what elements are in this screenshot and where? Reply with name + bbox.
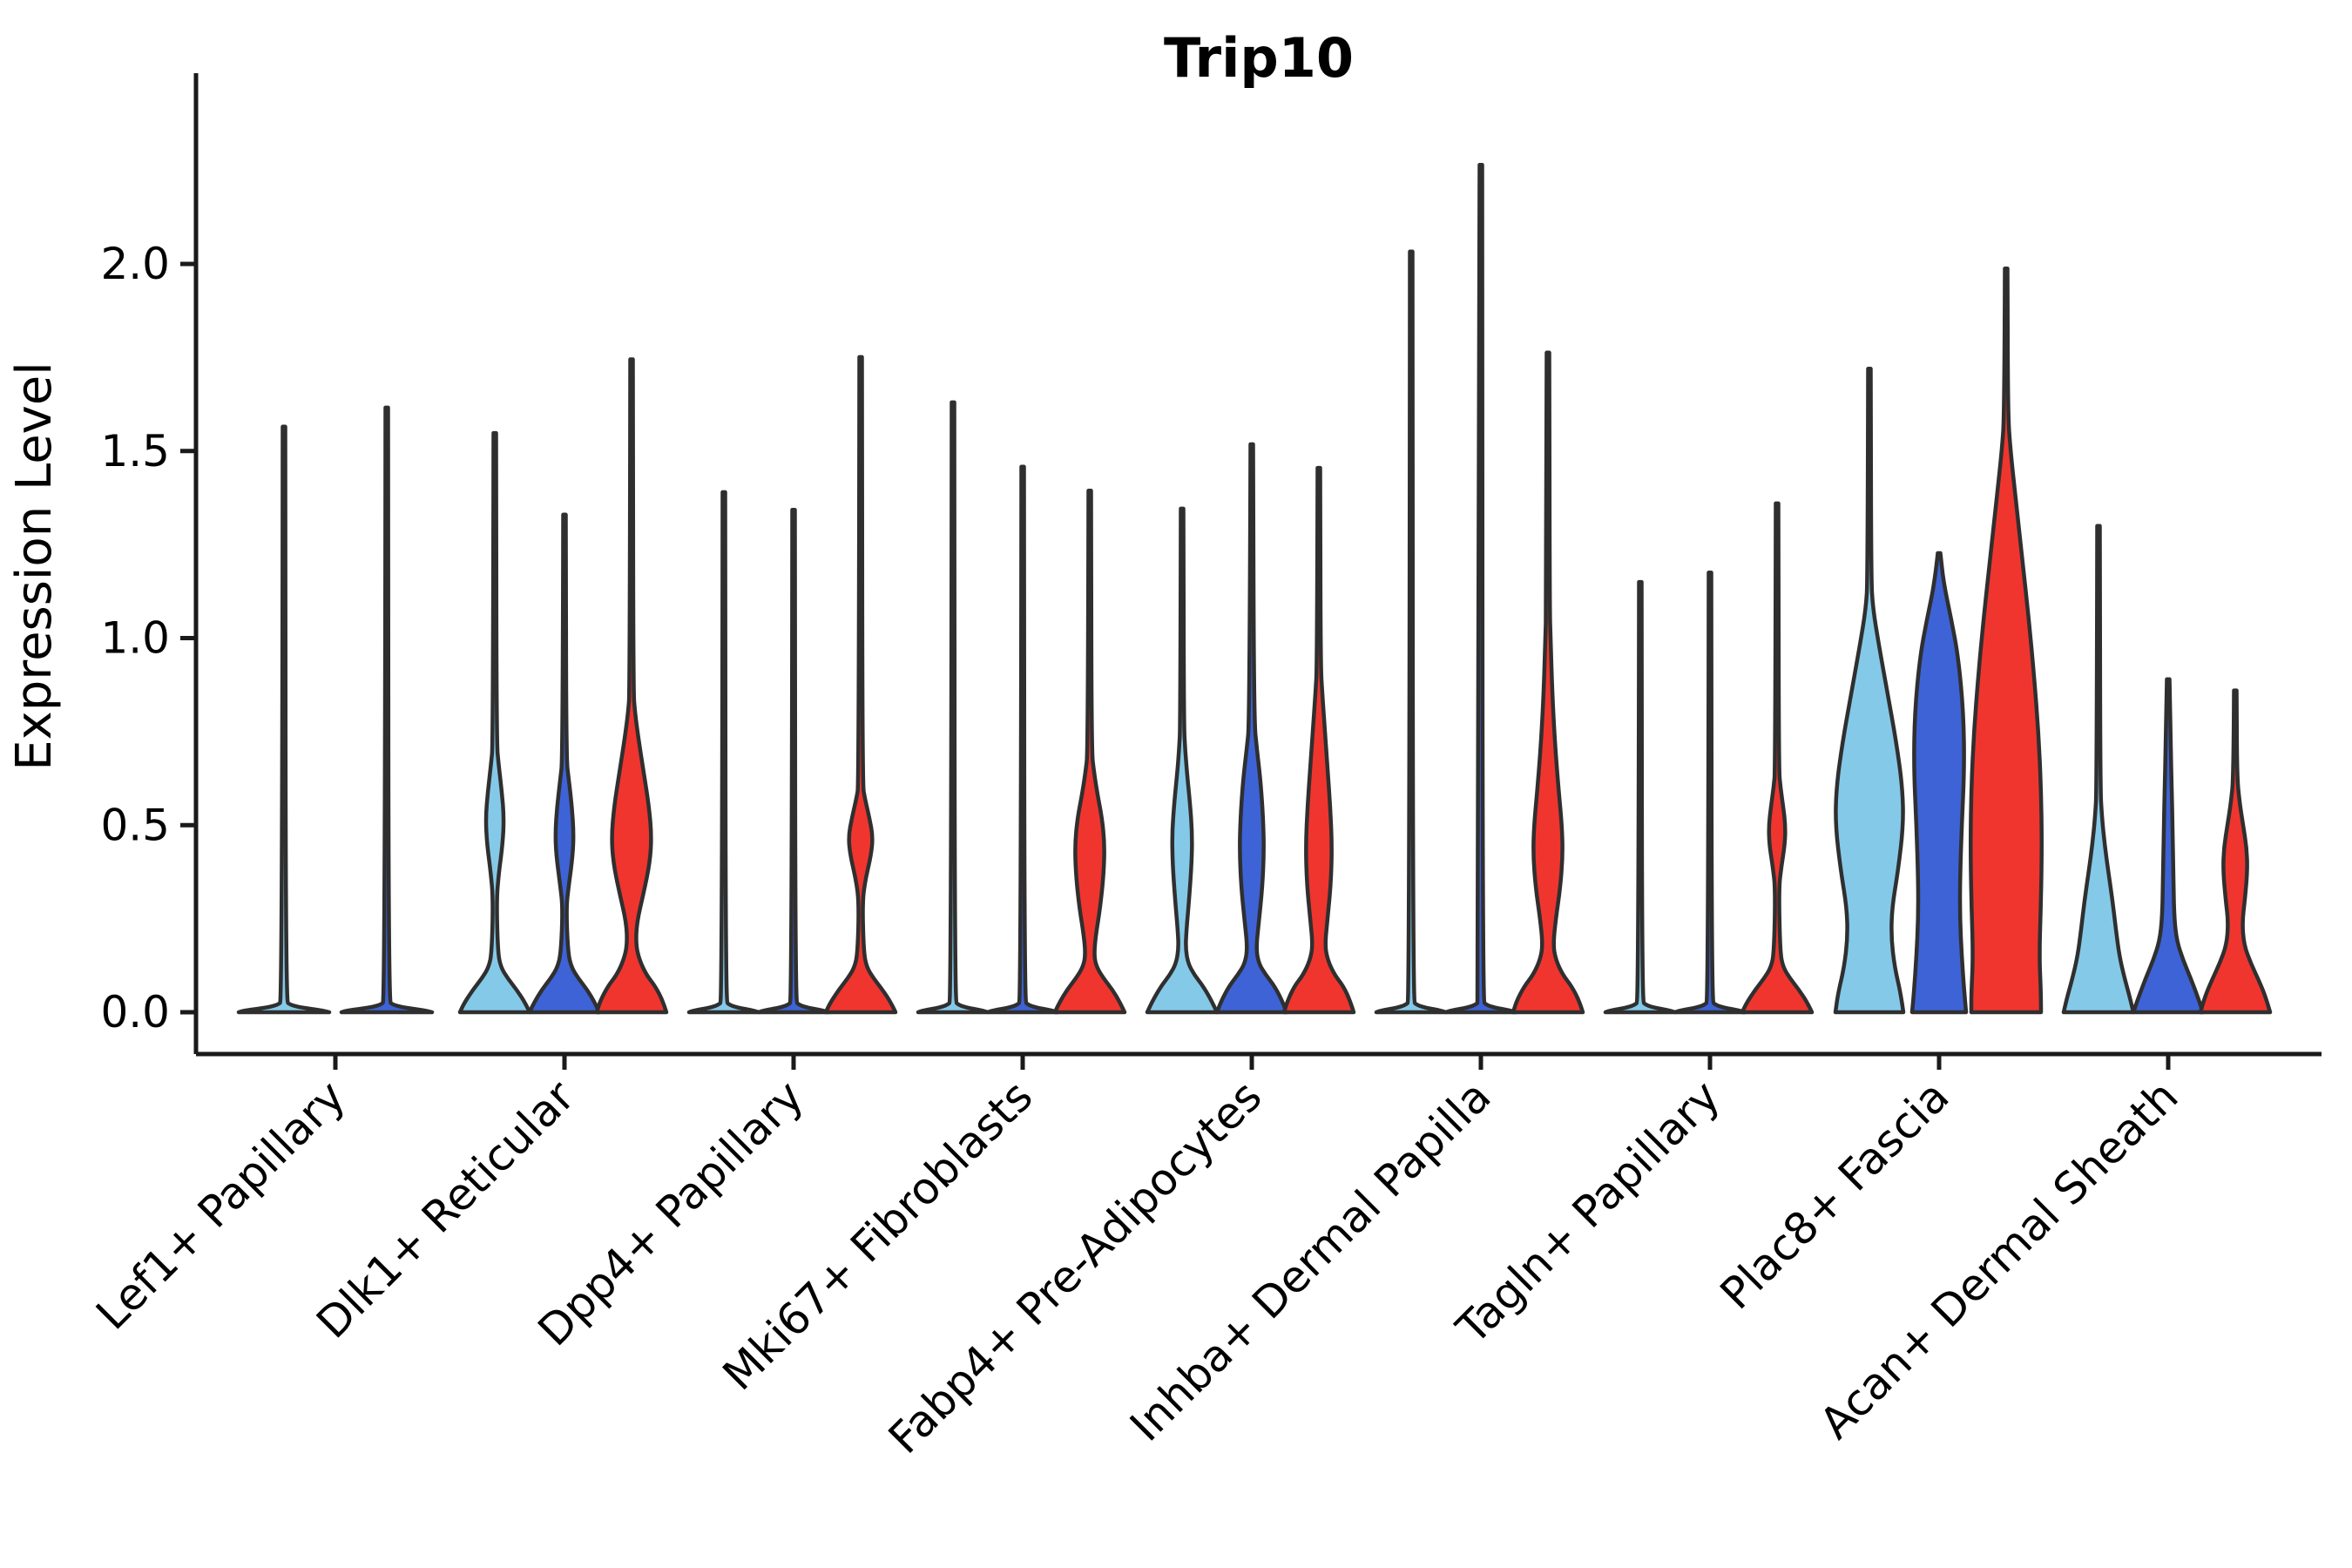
y-tick-label: 2.0 (100, 239, 170, 289)
violin-acan-dermal-sheath-light_blue (2061, 524, 2136, 1015)
violin-mki67-fibroblasts-light_blue (916, 400, 990, 1015)
x-tick-label: Lef1+ Papillary (86, 1071, 355, 1339)
violin-dpp4-papillary-dark_blue (756, 507, 831, 1015)
violin-dpp4-papillary-light_blue (686, 490, 761, 1015)
y-tick-label: 0.0 (100, 987, 170, 1037)
y-axis-label: Expression Level (6, 362, 63, 771)
violin-tagln-papillary-light_blue (1603, 579, 1678, 1015)
violin-lef1-papillary-light_blue (236, 424, 332, 1015)
violin-fabp4-pre-adipocytes-dark_blue (1214, 442, 1289, 1015)
y-tick-label: 0.5 (100, 800, 170, 850)
violin-fabp4-pre-adipocytes-red (1281, 465, 1356, 1015)
violin-plac8-fascia-dark_blue (1909, 551, 1969, 1015)
x-tick-label: Fabp4+ Pre-Adipocytes (879, 1071, 1272, 1463)
violin-tagln-papillary-dark_blue (1673, 571, 1747, 1015)
violin-dpp4-papillary-red (823, 355, 898, 1015)
violins-layer (236, 162, 2273, 1015)
violin-dlk1-reticular-red (594, 357, 669, 1015)
violin-dlk1-reticular-dark_blue (527, 512, 602, 1015)
violin-inhba-dermal-papilla-dark_blue (1443, 162, 1518, 1015)
violin-inhba-dermal-papilla-red (1511, 350, 1585, 1015)
violin-inhba-dermal-papilla-light_blue (1374, 249, 1449, 1015)
violin-acan-dermal-sheath-dark_blue (2131, 677, 2206, 1015)
violin-mki67-fibroblasts-dark_blue (985, 464, 1060, 1015)
y-tick-label: 1.0 (100, 613, 170, 664)
violin-plac8-fascia-red (1969, 266, 2044, 1015)
y-tick-label: 1.5 (100, 426, 170, 476)
violin-tagln-papillary-red (1740, 501, 1815, 1015)
chart-title: Trip10 (1164, 26, 1354, 90)
violin-plac8-fascia-light_blue (1833, 367, 1906, 1015)
x-tick-label: Plac8+ Fascia (1711, 1071, 1959, 1319)
violin-fabp4-pre-adipocytes-light_blue (1145, 506, 1220, 1015)
violin-mki67-fibroblasts-red (1052, 489, 1127, 1015)
violin-acan-dermal-sheath-red (2198, 688, 2273, 1015)
violin-lef1-papillary-dark_blue (339, 405, 435, 1015)
violin-dlk1-reticular-light_blue (457, 430, 532, 1015)
